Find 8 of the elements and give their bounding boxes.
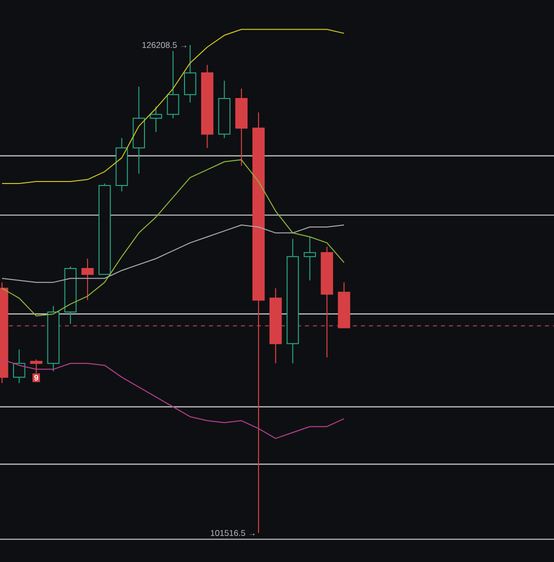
candlestick <box>13 349 26 384</box>
candlestick <box>150 106 162 133</box>
annotation: 126208.5 → <box>142 42 186 48</box>
candlestick <box>304 236 316 281</box>
candlestick <box>81 258 94 301</box>
annotation: 101516.5 → <box>210 530 255 536</box>
candlestick <box>166 50 180 119</box>
candlestick <box>184 44 196 103</box>
